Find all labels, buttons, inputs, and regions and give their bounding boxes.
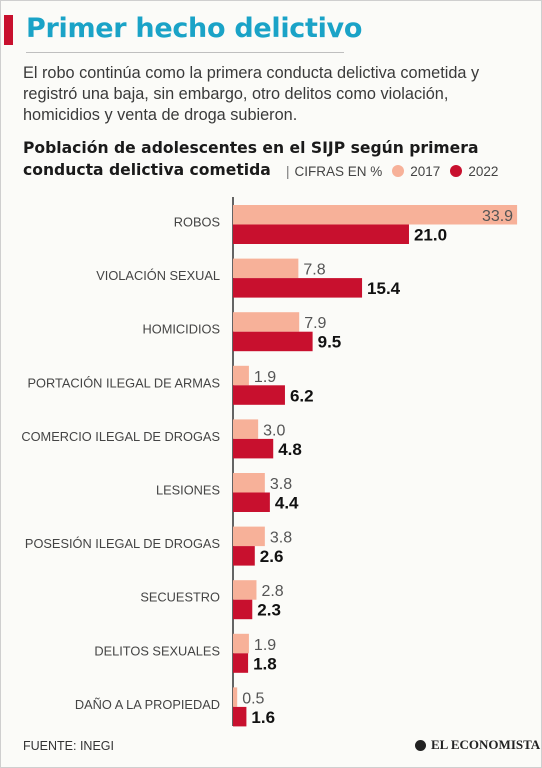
data-label-2022: 9.5 xyxy=(318,333,342,352)
bar-2022 xyxy=(233,599,253,620)
data-label-2022: 1.6 xyxy=(251,708,275,727)
legend-label-2022: 2022 xyxy=(468,163,499,179)
bar-2017 xyxy=(233,687,238,707)
bar-2022 xyxy=(233,224,409,244)
bar-2017 xyxy=(233,312,300,332)
category-label: SECUESTRO xyxy=(140,590,220,605)
data-label-2022: 2.3 xyxy=(257,601,281,620)
data-label-2022: 4.8 xyxy=(278,440,302,459)
data-label-2022: 4.4 xyxy=(275,494,299,513)
data-label-2017: 3.8 xyxy=(270,530,292,547)
chart-title: Población de adolescentes en el SIJP seg… xyxy=(23,139,479,179)
data-label-2017: 2.8 xyxy=(261,583,283,600)
brand-logo: EL ECONOMISTA xyxy=(415,737,540,753)
data-label-2017: 1.9 xyxy=(254,369,276,386)
bar-2017 xyxy=(233,365,249,386)
category-label: HOMICIDIOS xyxy=(143,322,221,337)
category-label: LESIONES xyxy=(156,483,220,498)
data-label-2017: 33.9 xyxy=(482,208,513,225)
bar-2022 xyxy=(233,385,285,405)
data-label-2022: 1.8 xyxy=(253,654,277,673)
bar-2022 xyxy=(233,546,255,566)
bar-2017 xyxy=(233,526,265,547)
bar-2022 xyxy=(233,653,249,673)
source-note: FUENTE: INEGI xyxy=(23,739,114,753)
data-label-2017: 7.8 xyxy=(303,262,325,279)
legend: | CIFRAS EN % 2017 2022 xyxy=(286,161,508,181)
data-label-2017: 3.0 xyxy=(263,422,285,439)
bar-2022 xyxy=(233,278,363,298)
bar-2017 xyxy=(233,473,265,493)
legend-dot-2017 xyxy=(392,165,405,177)
category-label: ROBOS xyxy=(174,215,220,230)
brand-name: EL ECONOMISTA xyxy=(431,737,541,752)
legend-unit: CIFRAS EN % xyxy=(294,163,383,179)
legend-item-2017: 2017 xyxy=(392,164,440,179)
data-label-2017: 7.9 xyxy=(304,315,326,332)
data-label-2017: 0.5 xyxy=(242,690,264,707)
bar-2017 xyxy=(233,633,249,654)
category-label: PORTACIÓN ILEGAL DE ARMAS xyxy=(28,375,220,390)
legend-label-2017: 2017 xyxy=(410,163,441,179)
title-underline xyxy=(26,52,344,53)
bar-2017 xyxy=(233,205,518,225)
legend-item-2022: 2022 xyxy=(450,164,498,179)
bar-2022 xyxy=(233,331,313,352)
category-label: DAÑO A LA PROPIEDAD xyxy=(75,697,220,712)
bar-2017 xyxy=(233,419,259,439)
bar-2022 xyxy=(233,438,274,459)
bar-2017 xyxy=(233,580,257,600)
brand-icon xyxy=(415,739,426,751)
category-label: COMERCIO ILEGAL DE DROGAS xyxy=(21,429,220,444)
category-label: POSESIÓN ILEGAL DE DROGAS xyxy=(25,536,220,551)
legend-dot-2022 xyxy=(450,165,463,177)
bar-2022 xyxy=(233,706,247,727)
title-accent-bar xyxy=(4,15,13,45)
category-label: VIOLACIÓN SEXUAL xyxy=(96,268,220,283)
bar-chart: ROBOS 33.9 21.0 VIOLACIÓN SEXUAL 7.8 15.4 HOMI… xyxy=(21,197,518,727)
data-label-2017: 1.9 xyxy=(254,637,276,654)
page-title: Primer hecho delictivo xyxy=(26,13,363,44)
data-label-2017: 3.8 xyxy=(270,476,292,493)
data-label-2022: 21.0 xyxy=(414,226,447,245)
data-label-2022: 15.4 xyxy=(367,279,401,298)
data-label-2022: 6.2 xyxy=(290,386,314,405)
title-bar: Primer hecho delictivo xyxy=(4,11,362,53)
subtitle: El robo continúa como la primera conduct… xyxy=(23,64,480,124)
data-label-2022: 2.6 xyxy=(260,547,284,566)
category-label: DELITOS SEXUALES xyxy=(94,643,220,658)
legend-separator: | xyxy=(286,163,290,179)
bar-2022 xyxy=(233,492,270,512)
bar-2017 xyxy=(233,258,299,279)
